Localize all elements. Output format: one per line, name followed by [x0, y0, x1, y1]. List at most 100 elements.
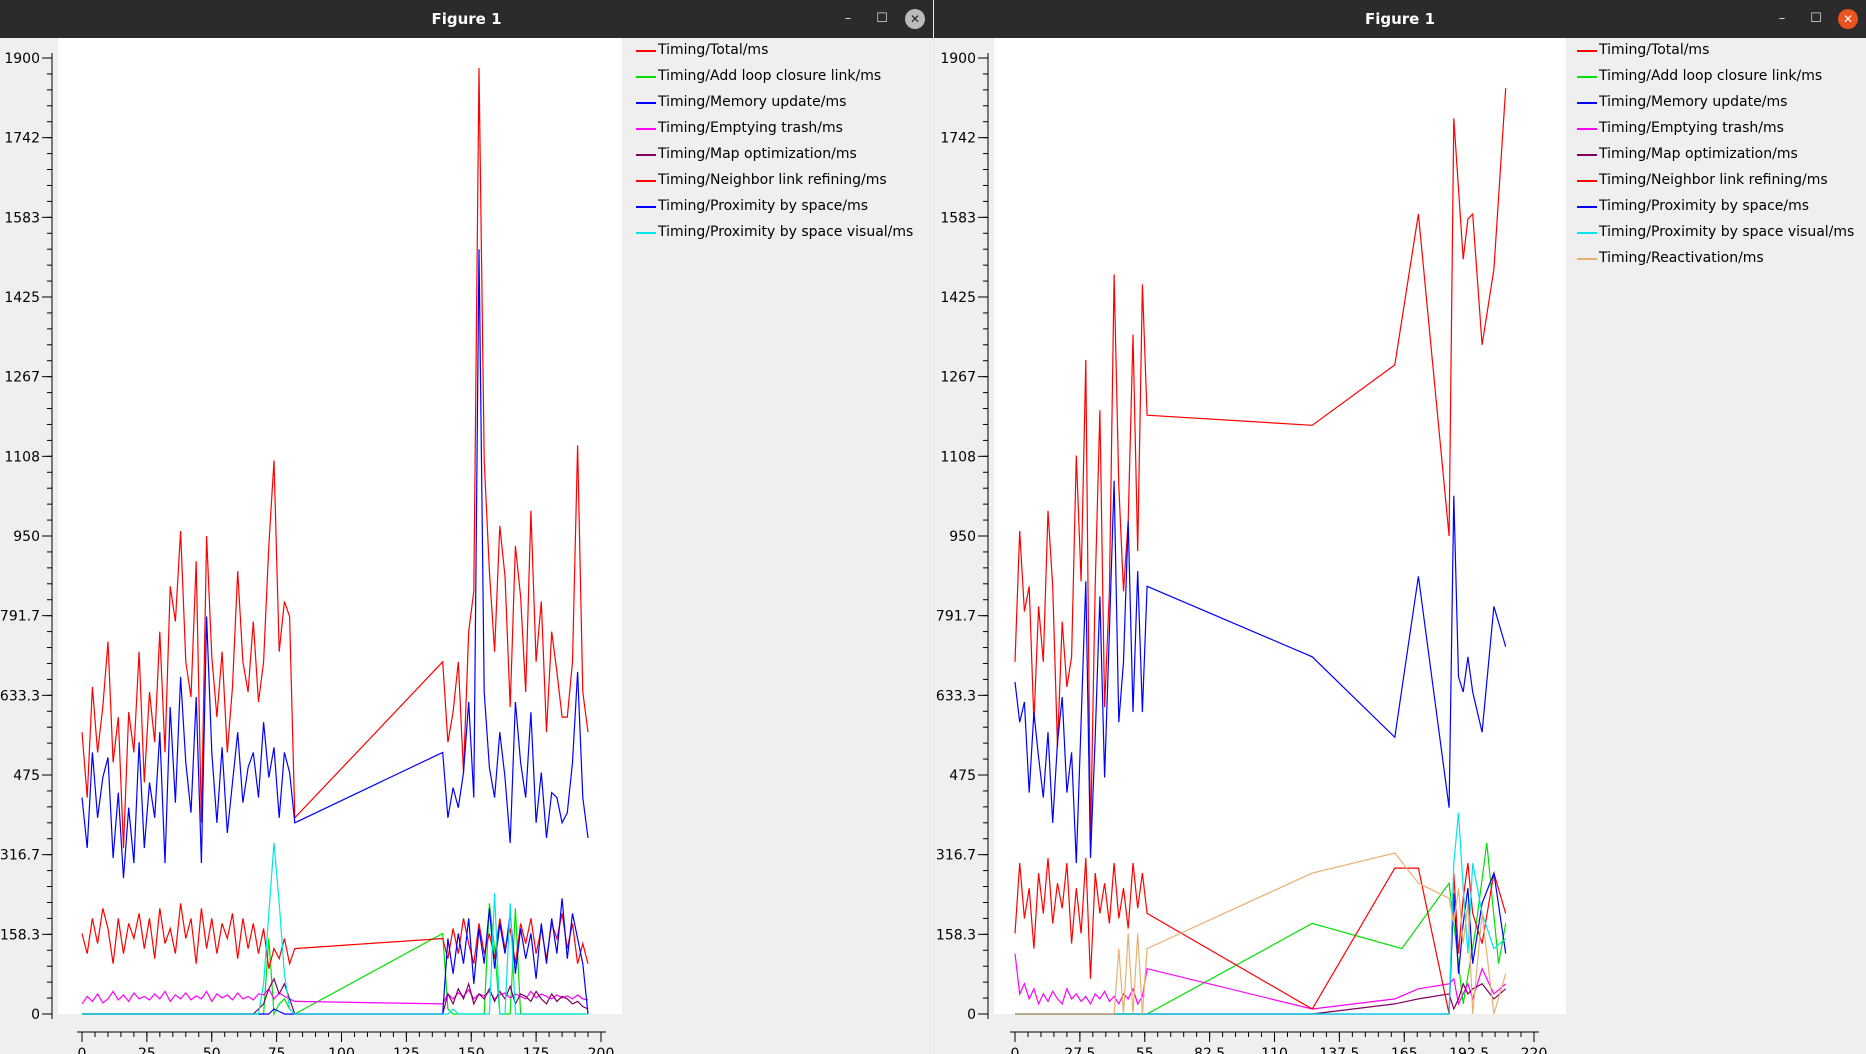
y-tick-label: 158.3: [936, 927, 976, 943]
legend-swatch: [636, 50, 656, 52]
y-tick-label: 1742: [940, 131, 976, 147]
x-tick-label: 165: [1391, 1046, 1418, 1054]
legend-label: Timing/Neighbor link refining/ms: [1599, 172, 1828, 188]
y-tick-label: 950: [949, 529, 976, 545]
y-tick-label: 475: [13, 768, 40, 784]
plot-area: [994, 38, 1566, 1014]
x-tick-label: 0: [78, 1046, 87, 1054]
legend-label: Timing/Add loop closure link/ms: [1599, 68, 1823, 84]
series-line: [82, 898, 589, 1015]
x-tick-label: 137.5: [1319, 1046, 1359, 1054]
series-line: [1015, 982, 1507, 1015]
legend-swatch: [1577, 206, 1597, 208]
y-tick-label: 950: [13, 529, 40, 545]
legend-swatch: [636, 76, 656, 78]
x-tick-label: 192.5: [1449, 1046, 1489, 1054]
minimize-button[interactable]: –: [1778, 11, 1786, 26]
legend-label: Timing/Map optimization/ms: [658, 146, 857, 162]
legend-label: Timing/Proximity by space visual/ms: [1599, 224, 1855, 240]
series-line: [81, 249, 589, 879]
y-tick-label: 0: [967, 1007, 976, 1023]
legend-swatch: [636, 154, 656, 156]
legend-swatch: [1577, 258, 1597, 260]
legend-label: Timing/Map optimization/ms: [1599, 146, 1798, 162]
legend-label: Timing/Total/ms: [1599, 42, 1710, 58]
figure-window-left: Figure 1 – ☐ ✕ 0 158.3 316.7 475 633.3 791.7 9…: [0, 0, 933, 1054]
x-tick-label: 220: [1521, 1046, 1548, 1054]
legend-swatch: [1577, 50, 1597, 52]
x-tick-label: 25: [138, 1046, 156, 1054]
legend-swatch: [636, 128, 656, 130]
x-tick-label: 0: [1011, 1046, 1020, 1054]
series-line: [1015, 852, 1507, 1015]
plot-area: [58, 38, 622, 1014]
chart-plot: 0 158.3 316.7 475 633.3 791.7 950 1108 1267 1425 1…: [0, 38, 622, 1054]
legend-swatch: [636, 206, 656, 208]
y-tick-label: 1583: [940, 210, 976, 226]
y-tick-label: 791.7: [936, 609, 976, 625]
series-line: [1014, 480, 1507, 864]
legend-swatch: [636, 102, 656, 104]
x-tick-label: 50: [203, 1046, 221, 1054]
legend-swatch: [1577, 232, 1597, 234]
legend-label: Timing/Memory update/ms: [1599, 94, 1788, 110]
x-tick-label: 125: [393, 1046, 420, 1054]
window-title: Figure 1: [1364, 10, 1436, 28]
y-tick-label: 1425: [940, 290, 976, 306]
x-tick-label: 55: [1136, 1046, 1154, 1054]
window-titlebar[interactable]: Figure 1 – ☐ ✕: [934, 0, 1866, 38]
legend-swatch: [1577, 154, 1597, 156]
y-tick-label: 0: [31, 1007, 40, 1023]
y-tick-label: 1267: [4, 370, 40, 386]
legend-swatch: [1577, 180, 1597, 182]
legend-swatch: [1577, 76, 1597, 78]
series-line: [82, 977, 589, 1015]
x-tick-label: 100: [328, 1046, 355, 1054]
series-line: [82, 842, 588, 1015]
series-line: [1014, 857, 1507, 1015]
y-tick-label: 158.3: [0, 927, 40, 943]
legend-label: Timing/Proximity by space visual/ms: [658, 224, 914, 240]
series-line: [1014, 88, 1507, 843]
legend-swatch: [636, 180, 656, 182]
legend-label: Timing/Total/ms: [658, 42, 769, 58]
y-tick-label: 1108: [4, 449, 40, 465]
maximize-button[interactable]: ☐: [1810, 11, 1822, 26]
y-tick-label: 1900: [4, 51, 40, 67]
x-tick-label: 175: [523, 1046, 550, 1054]
x-tick-label: 27.5: [1064, 1046, 1095, 1054]
y-tick-label: 1742: [4, 131, 40, 147]
y-tick-label: 1583: [4, 210, 40, 226]
close-button[interactable]: ✕: [905, 9, 925, 29]
y-tick-label: 316.7: [936, 848, 976, 864]
legend-label: Timing/Emptying trash/ms: [658, 120, 843, 136]
x-tick-label: 200: [588, 1046, 615, 1054]
y-tick-label: 316.7: [0, 848, 40, 864]
minimize-button[interactable]: –: [844, 11, 852, 26]
window-titlebar[interactable]: Figure 1 – ☐ ✕: [0, 0, 933, 38]
legend-label: Timing/Reactivation/ms: [1599, 250, 1764, 266]
legend-label: Timing/Proximity by space/ms: [1599, 198, 1810, 214]
series-line: [81, 903, 589, 969]
x-tick-label: 75: [268, 1046, 286, 1054]
series-line: [1014, 953, 1507, 1010]
close-button[interactable]: ✕: [1838, 9, 1858, 29]
chart-plot: 0 158.3 316.7 475 633.3 791.7 950 1108 1267 1425 1…: [936, 38, 1566, 1054]
legend-swatch: [1577, 102, 1597, 104]
window-title: Figure 1: [431, 10, 502, 28]
y-tick-label: 1108: [940, 449, 976, 465]
series-line: [1015, 812, 1507, 1015]
y-tick-label: 1900: [940, 51, 976, 67]
legend-label: Timing/Emptying trash/ms: [1599, 120, 1784, 136]
legend-swatch: [1577, 128, 1597, 130]
y-tick-label: 475: [949, 768, 976, 784]
legend-label: Timing/Proximity by space/ms: [658, 198, 869, 214]
x-tick-label: 82.5: [1194, 1046, 1225, 1054]
maximize-button[interactable]: ☐: [876, 11, 888, 26]
y-tick-label: 791.7: [0, 609, 40, 625]
series-line: [81, 987, 589, 1005]
legend-label: Timing/Add loop closure link/ms: [658, 68, 882, 84]
y-tick-label: 1267: [940, 370, 976, 386]
series-line: [81, 68, 589, 849]
y-tick-label: 1425: [4, 290, 40, 306]
